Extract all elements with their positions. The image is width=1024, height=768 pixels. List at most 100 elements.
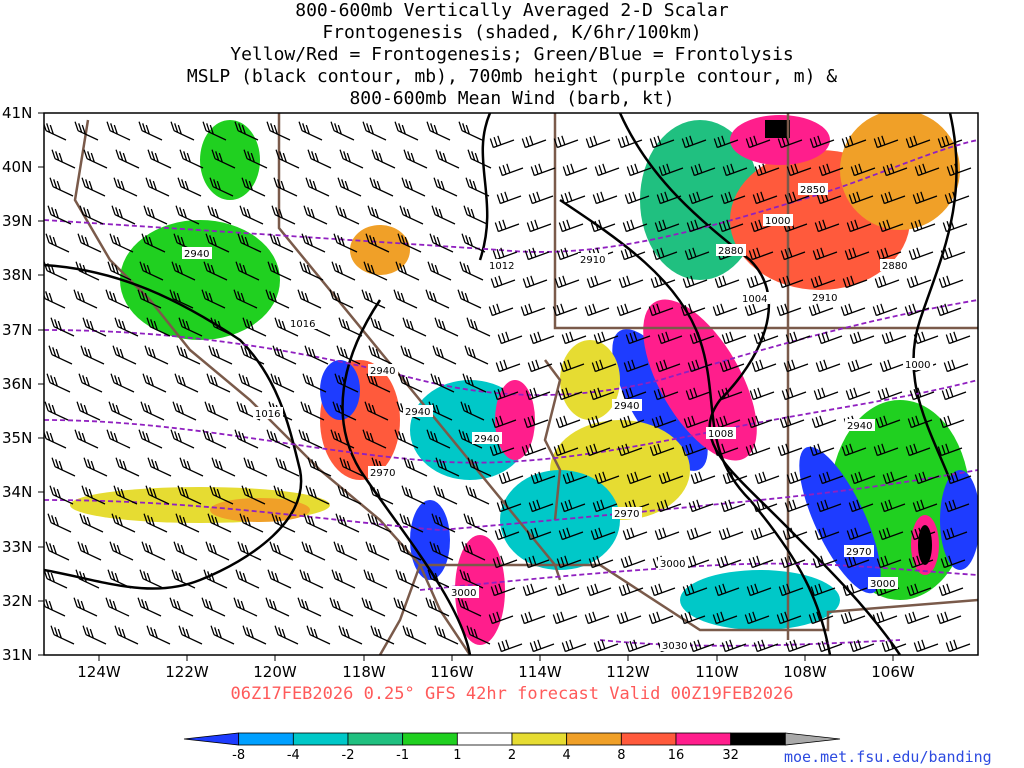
height-label: 2880 xyxy=(880,259,910,272)
wind-barb xyxy=(520,303,546,317)
wind-barb xyxy=(362,121,387,141)
wind-barb xyxy=(495,359,521,373)
wind-barb xyxy=(362,429,387,449)
wind-barb xyxy=(618,275,644,289)
wind-barb xyxy=(400,345,425,365)
wind-barb xyxy=(658,471,684,485)
wind-barb xyxy=(712,303,738,317)
wind-barb xyxy=(466,317,491,337)
colorbar-label: 32 xyxy=(722,748,739,763)
wind-barb xyxy=(657,331,683,345)
wind-barb xyxy=(201,597,226,617)
wind-barb xyxy=(489,443,515,457)
wind-barb xyxy=(622,219,648,233)
height-label: 3030 xyxy=(660,639,690,652)
wind-barb xyxy=(208,345,233,365)
wind-barb xyxy=(204,401,229,421)
wind-barb xyxy=(139,569,164,589)
svg-text:1000: 1000 xyxy=(765,216,790,227)
wind-barb xyxy=(586,583,612,597)
wind-barb xyxy=(305,485,330,505)
wind-barb xyxy=(520,611,546,625)
wind-barb xyxy=(498,471,524,485)
wind-barb xyxy=(176,345,201,365)
height-label: 2940 xyxy=(182,247,212,260)
svg-text:2940: 2940 xyxy=(614,401,639,412)
wind-barb xyxy=(554,275,580,289)
wind-barb xyxy=(592,499,618,513)
colorbar-label: -4 xyxy=(287,748,300,763)
wind-barb xyxy=(618,583,644,597)
wind-barb xyxy=(82,625,107,645)
wind-barb xyxy=(81,485,106,505)
wind-barb xyxy=(106,121,131,141)
wind-barb xyxy=(179,457,204,477)
wind-barb xyxy=(402,317,427,337)
wind-barb xyxy=(107,261,132,281)
wind-barb xyxy=(558,527,584,541)
wind-barb xyxy=(271,513,296,533)
height-label: 2850 xyxy=(798,183,828,196)
wind-barb xyxy=(497,639,523,653)
wind-barb xyxy=(77,233,102,253)
wind-barb xyxy=(592,191,618,205)
lat-label: 31N xyxy=(2,646,32,664)
svg-text:3000: 3000 xyxy=(660,559,685,570)
ut-az-border xyxy=(553,113,978,330)
wind-barb xyxy=(331,569,356,589)
mslp-label: 1012 xyxy=(487,259,517,272)
mslp-contour xyxy=(618,113,902,655)
svg-text:3030: 3030 xyxy=(662,641,687,652)
wind-barb xyxy=(653,387,679,401)
wind-barb xyxy=(461,541,486,561)
wind-barb xyxy=(873,443,899,457)
wind-barb xyxy=(82,317,107,337)
colorbar-label: 8 xyxy=(617,748,625,763)
wind-barb xyxy=(752,499,778,513)
wind-barb xyxy=(457,597,482,617)
wind-barb xyxy=(528,499,554,513)
wind-barb xyxy=(461,233,486,253)
wind-barb xyxy=(808,611,834,625)
wind-barb xyxy=(686,527,712,541)
lon-label: 110W xyxy=(695,663,739,681)
title-line-5: 800-600mb Mean Wind (barb, kt) xyxy=(349,88,675,109)
wind-barb xyxy=(363,261,388,281)
wind-barb xyxy=(785,331,811,345)
wind-barb xyxy=(625,331,651,345)
wind-barb xyxy=(940,247,966,261)
colorbar-swatch xyxy=(402,732,458,746)
wind-barb xyxy=(143,513,168,533)
wind-barb xyxy=(113,485,138,505)
shade-max xyxy=(765,120,790,138)
wind-barb xyxy=(490,275,516,289)
us-mexico-border xyxy=(420,563,978,632)
wind-barb xyxy=(44,401,69,421)
wind-barb xyxy=(656,191,682,205)
colorbar-swatch xyxy=(292,732,349,746)
wind-barb xyxy=(620,247,646,261)
wind-barb xyxy=(462,373,487,393)
wind-barb xyxy=(234,121,259,141)
wind-barb xyxy=(366,373,391,393)
mslp-contour xyxy=(912,113,958,481)
wind-barb xyxy=(76,401,101,421)
wind-barb xyxy=(395,261,420,281)
height-label: 2940 xyxy=(845,419,875,432)
mslp-contours xyxy=(44,113,958,655)
wind-barb xyxy=(941,387,967,401)
lat-label: 32N xyxy=(2,592,32,610)
wind-barb xyxy=(913,331,939,345)
colorbar: -8 -4 -2 -1 1 2 4 8 16 32 xyxy=(183,732,841,763)
wind-barb xyxy=(491,415,517,429)
wind-barb xyxy=(233,289,258,309)
wind-barb xyxy=(47,205,72,225)
wind-barb xyxy=(44,291,66,309)
wind-barb xyxy=(303,513,328,533)
wind-barb xyxy=(754,163,780,177)
wind-barb xyxy=(559,359,585,373)
wind-barb xyxy=(585,135,611,149)
wind-barb xyxy=(716,555,742,569)
wind-barb xyxy=(75,261,100,281)
wind-barb xyxy=(914,163,940,177)
